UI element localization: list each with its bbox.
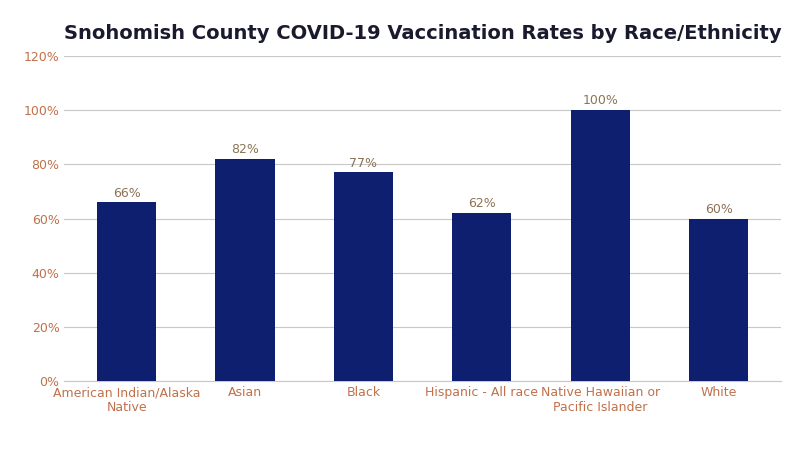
Text: 66%: 66%	[113, 186, 140, 199]
Text: 100%: 100%	[582, 94, 618, 107]
Bar	[689, 219, 749, 381]
Bar	[216, 159, 275, 381]
Text: 60%: 60%	[704, 203, 733, 216]
Bar	[334, 173, 393, 381]
Text: 77%: 77%	[349, 157, 378, 170]
Bar	[571, 110, 630, 381]
Title: Snohomish County COVID-19 Vaccination Rates by Race/Ethnicity: Snohomish County COVID-19 Vaccination Ra…	[64, 24, 782, 43]
Bar	[452, 213, 511, 381]
Text: 82%: 82%	[231, 143, 259, 156]
Bar	[97, 202, 156, 381]
Text: 62%: 62%	[468, 198, 496, 210]
